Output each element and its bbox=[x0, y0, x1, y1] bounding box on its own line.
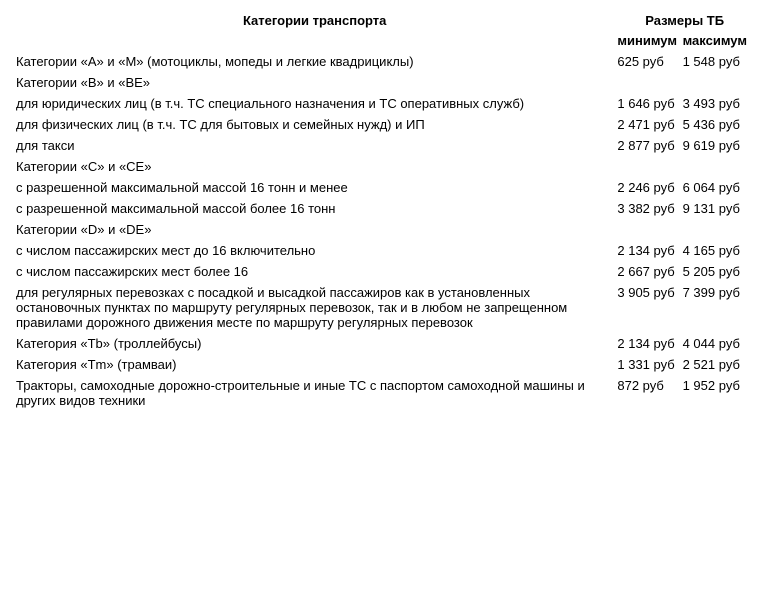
cell-min: 1 646 руб bbox=[615, 93, 680, 114]
table-row: Тракторы, самоходные дорожно-строительны… bbox=[14, 375, 754, 411]
cell-category: Тракторы, самоходные дорожно-строительны… bbox=[14, 375, 615, 411]
table-row: для такси2 877 руб9 619 руб bbox=[14, 135, 754, 156]
cell-min: 2 246 руб bbox=[615, 177, 680, 198]
cell-min: 1 331 руб bbox=[615, 354, 680, 375]
table-row: Категории «В» и «ВЕ» bbox=[14, 72, 754, 93]
table-row: Категории «D» и «DЕ» bbox=[14, 219, 754, 240]
cell-max: 3 493 руб bbox=[681, 93, 754, 114]
cell-max: 4 165 руб bbox=[681, 240, 754, 261]
cell-max: 1 952 руб bbox=[681, 375, 754, 411]
table-row: для физических лиц (в т.ч. ТС для бытовы… bbox=[14, 114, 754, 135]
cell-category: Категория «Тb» (троллейбусы) bbox=[14, 333, 615, 354]
header-tb: Размеры ТБ bbox=[615, 10, 754, 30]
table-row: для регулярных перевозках с посадкой и в… bbox=[14, 282, 754, 333]
cell-min: 872 руб bbox=[615, 375, 680, 411]
cell-category: Категории «D» и «DЕ» bbox=[14, 219, 615, 240]
cell-max: 6 064 руб bbox=[681, 177, 754, 198]
cell-max bbox=[681, 72, 754, 93]
table-body: Категории «А» и «М» (мотоциклы, мопеды и… bbox=[14, 51, 754, 411]
cell-max: 7 399 руб bbox=[681, 282, 754, 333]
header-category: Категории транспорта bbox=[14, 10, 615, 51]
table-row: с разрешенной максимальной массой более … bbox=[14, 198, 754, 219]
cell-category: Категория «Тm» (трамваи) bbox=[14, 354, 615, 375]
cell-max: 5 205 руб bbox=[681, 261, 754, 282]
cell-min bbox=[615, 156, 680, 177]
cell-category: с разрешенной максимальной массой 16 тон… bbox=[14, 177, 615, 198]
cell-max: 1 548 руб bbox=[681, 51, 754, 72]
table-row: Категории «А» и «М» (мотоциклы, мопеды и… bbox=[14, 51, 754, 72]
cell-min: 2 134 руб bbox=[615, 240, 680, 261]
cell-min: 2 134 руб bbox=[615, 333, 680, 354]
cell-max bbox=[681, 156, 754, 177]
cell-max bbox=[681, 219, 754, 240]
cell-min: 625 руб bbox=[615, 51, 680, 72]
subheader-max: максимум bbox=[681, 30, 754, 51]
cell-max: 9 131 руб bbox=[681, 198, 754, 219]
cell-min bbox=[615, 72, 680, 93]
cell-min: 3 382 руб bbox=[615, 198, 680, 219]
cell-category: для физических лиц (в т.ч. ТС для бытовы… bbox=[14, 114, 615, 135]
cell-max: 2 521 руб bbox=[681, 354, 754, 375]
cell-category: для регулярных перевозках с посадкой и в… bbox=[14, 282, 615, 333]
transport-tariff-table: Категории транспорта Размеры ТБ минимум … bbox=[14, 10, 754, 411]
table-row: с числом пассажирских мест до 16 включит… bbox=[14, 240, 754, 261]
table-row: Категория «Тb» (троллейбусы)2 134 руб4 0… bbox=[14, 333, 754, 354]
cell-min bbox=[615, 219, 680, 240]
table-row: для юридических лиц (в т.ч. ТС специальн… bbox=[14, 93, 754, 114]
cell-min: 2 471 руб bbox=[615, 114, 680, 135]
table-row: Категория «Тm» (трамваи)1 331 руб2 521 р… bbox=[14, 354, 754, 375]
cell-category: Категории «С» и «СЕ» bbox=[14, 156, 615, 177]
cell-max: 5 436 руб bbox=[681, 114, 754, 135]
cell-category: с разрешенной максимальной массой более … bbox=[14, 198, 615, 219]
cell-min: 2 667 руб bbox=[615, 261, 680, 282]
cell-category: с числом пассажирских мест более 16 bbox=[14, 261, 615, 282]
cell-category: Категории «А» и «М» (мотоциклы, мопеды и… bbox=[14, 51, 615, 72]
cell-max: 9 619 руб bbox=[681, 135, 754, 156]
table-row: с разрешенной максимальной массой 16 тон… bbox=[14, 177, 754, 198]
cell-category: для такси bbox=[14, 135, 615, 156]
subheader-min: минимум bbox=[615, 30, 680, 51]
cell-min: 3 905 руб bbox=[615, 282, 680, 333]
cell-category: Категории «В» и «ВЕ» bbox=[14, 72, 615, 93]
cell-category: для юридических лиц (в т.ч. ТС специальн… bbox=[14, 93, 615, 114]
cell-min: 2 877 руб bbox=[615, 135, 680, 156]
cell-category: с числом пассажирских мест до 16 включит… bbox=[14, 240, 615, 261]
cell-max: 4 044 руб bbox=[681, 333, 754, 354]
table-row: с числом пассажирских мест более 162 667… bbox=[14, 261, 754, 282]
table-row: Категории «С» и «СЕ» bbox=[14, 156, 754, 177]
